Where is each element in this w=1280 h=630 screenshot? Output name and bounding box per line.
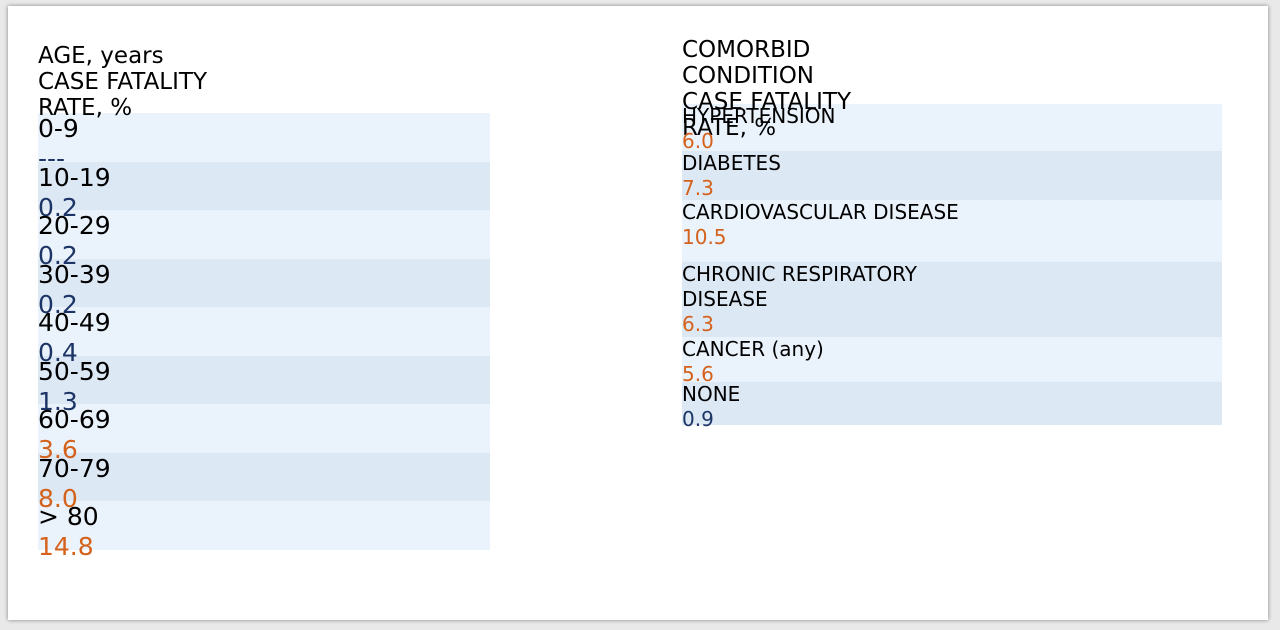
table-header: AGE, years CASE FATALITY RATE, % xyxy=(38,43,490,121)
row-label: 60-69 xyxy=(38,405,111,434)
row-value: 6.0 xyxy=(682,129,714,153)
row-value: 0.9 xyxy=(682,407,714,431)
table-row: 30-39 0.2 xyxy=(38,258,490,319)
age-table: AGE, years CASE FATALITY RATE, % 0-9 --- 10-… xyxy=(38,43,490,561)
table-row: 0-9 --- xyxy=(38,113,490,173)
table-row: > 80 14.8 xyxy=(38,501,490,561)
row-value: 0.4 xyxy=(38,338,78,368)
row-label: > 80 xyxy=(38,502,99,531)
table-row: CHRONIC RESPIRATORY DISEASE 6.3 xyxy=(682,262,1222,337)
row-value: 6.3 xyxy=(682,312,714,336)
row-value: 7.3 xyxy=(682,176,714,200)
table-row: HYPERTENSION 6.0 xyxy=(682,104,1222,153)
table-row: 60-69 3.6 xyxy=(38,404,490,464)
table-row: 20-29 0.2 xyxy=(38,210,490,270)
table-row: 50-59 1.3 xyxy=(38,355,490,416)
row-label: CHRONIC RESPIRATORY DISEASE xyxy=(682,262,918,311)
table-row: NONE 0.9 xyxy=(682,382,1222,431)
row-value: 14.8 xyxy=(38,532,94,562)
row-value: 3.6 xyxy=(38,435,78,465)
table-header: COMORBID CONDITION CASE FATALITY RATE, % xyxy=(682,37,1222,141)
table-row: DIABETES 7.3 xyxy=(682,151,1222,200)
header-cell: CASE FATALITY RATE, % xyxy=(38,69,207,121)
table-row: 70-79 8.0 xyxy=(38,452,490,513)
row-label: HYPERTENSION xyxy=(682,104,836,128)
table-row: 10-19 0.2 xyxy=(38,161,490,222)
row-value: 8.0 xyxy=(38,483,78,513)
row-label: 20-29 xyxy=(38,211,111,240)
row-label: CARDIOVASCULAR DISEASE xyxy=(682,200,959,224)
comorbidity-table: COMORBID CONDITION CASE FATALITY RATE, % H… xyxy=(682,37,1222,449)
table-row: 40-49 0.4 xyxy=(38,307,490,367)
row-value: 0.2 xyxy=(38,289,78,319)
row-value: 1.3 xyxy=(38,386,78,416)
row-label: 30-39 xyxy=(38,259,111,289)
header-cell: COMORBID CONDITION xyxy=(682,37,815,89)
table-row: CANCER (any) 5.6 xyxy=(682,337,1222,386)
row-label: 40-49 xyxy=(38,308,111,337)
header-cell: AGE, years xyxy=(38,43,164,69)
row-label: 70-79 xyxy=(38,453,111,483)
row-value: 5.6 xyxy=(682,362,714,386)
row-label: NONE xyxy=(682,382,741,406)
table-row: CARDIOVASCULAR DISEASE 10.5 xyxy=(682,200,1222,262)
row-value: --- xyxy=(38,144,66,174)
row-label: DIABETES xyxy=(682,151,781,175)
row-label: CANCER (any) xyxy=(682,337,824,361)
row-value: 10.5 xyxy=(682,225,727,249)
row-label: 0-9 xyxy=(38,114,79,143)
row-value: 0.2 xyxy=(38,192,78,222)
row-label: 10-19 xyxy=(38,162,111,192)
row-value: 0.2 xyxy=(38,241,78,271)
header-cell: CASE FATALITY RATE, % xyxy=(682,89,851,141)
row-label: 50-59 xyxy=(38,356,111,386)
